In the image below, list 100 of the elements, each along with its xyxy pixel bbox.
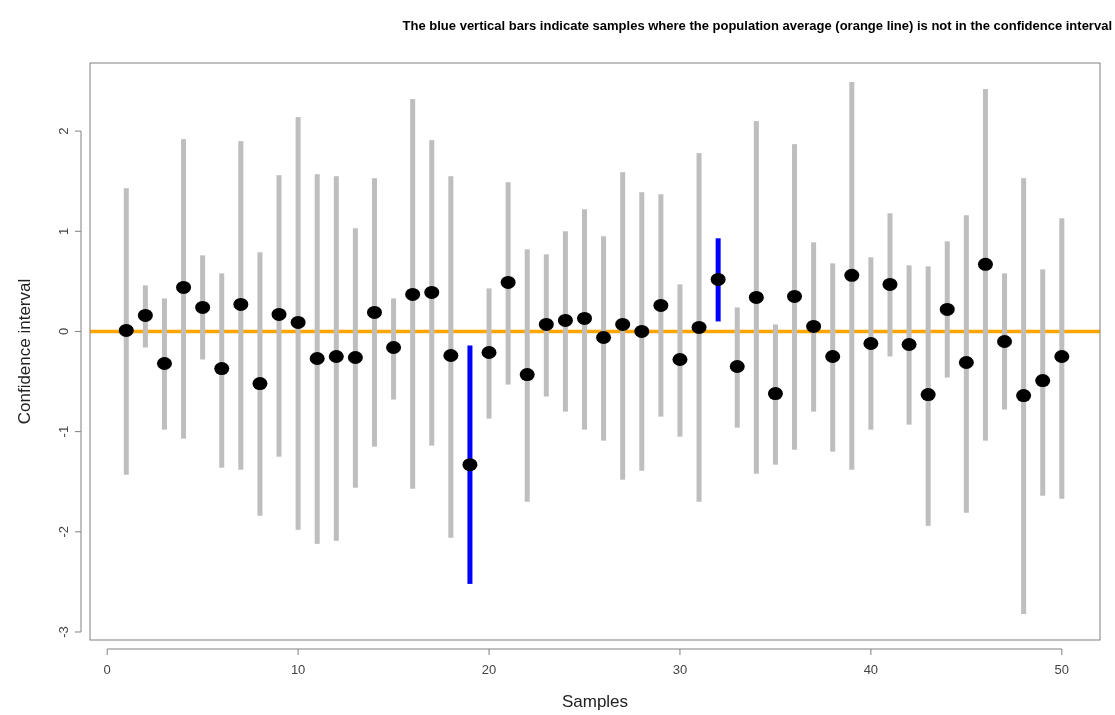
point: [958, 356, 974, 370]
x-tick-label: 0: [103, 662, 111, 677]
point: [577, 311, 592, 325]
bar: [753, 121, 759, 474]
bar: [982, 89, 988, 441]
point: [653, 298, 669, 312]
point: [252, 377, 268, 391]
point: [672, 353, 688, 367]
y-tick-label: -3: [56, 626, 71, 638]
bar: [1059, 218, 1065, 499]
point: [806, 319, 822, 333]
point: [1054, 350, 1070, 364]
bar: [276, 175, 282, 457]
point: [290, 315, 306, 329]
point: [863, 336, 879, 350]
point: [882, 277, 898, 291]
bar: [925, 266, 931, 526]
x-tick-label: 20: [481, 662, 497, 677]
y-tick-label: 0: [56, 327, 71, 336]
y-tick-label: -2: [56, 526, 71, 538]
bar: [792, 144, 798, 450]
bar: [772, 324, 778, 465]
bar: [333, 176, 339, 541]
bar: [295, 117, 301, 530]
point: [710, 272, 726, 286]
point: [233, 297, 249, 311]
bar: [505, 182, 511, 385]
point: [596, 330, 612, 344]
point: [271, 307, 287, 321]
bar: [524, 249, 530, 502]
point: [1016, 389, 1032, 403]
point: [997, 334, 1013, 348]
bar: [371, 178, 377, 447]
point: [118, 323, 134, 337]
bar: [944, 241, 950, 378]
bar: [1021, 178, 1027, 614]
point: [557, 313, 573, 327]
y-axis-title: Confidence interval: [15, 278, 34, 425]
bar: [219, 273, 225, 468]
y-tick-label: 2: [56, 127, 71, 135]
bar: [562, 231, 568, 412]
point: [405, 287, 421, 301]
bar: [1040, 269, 1046, 496]
point: [939, 302, 955, 316]
point: [156, 357, 172, 371]
point: [901, 337, 917, 351]
point: [519, 368, 535, 382]
bar: [181, 139, 187, 439]
bar: [1002, 273, 1008, 410]
bar: [601, 236, 607, 441]
point: [137, 308, 153, 322]
bar: [887, 213, 893, 357]
y-tick-label: -1: [56, 425, 71, 438]
point: [195, 300, 211, 314]
bar: [849, 82, 855, 470]
bar: [314, 174, 320, 544]
point: [214, 362, 230, 376]
bar: [830, 263, 836, 452]
point: [920, 388, 936, 402]
bar: [906, 265, 912, 425]
bar: [429, 140, 435, 446]
bar: [238, 141, 244, 470]
point: [748, 290, 764, 304]
point: [729, 360, 745, 374]
bar: [486, 288, 492, 419]
bar: [467, 345, 473, 584]
point: [462, 458, 478, 472]
x-tick-label: 40: [863, 662, 879, 677]
bar: [352, 228, 358, 488]
bar: [696, 153, 702, 502]
point: [386, 340, 402, 354]
bar: [639, 192, 645, 471]
bar: [677, 284, 683, 437]
bar: [543, 254, 549, 397]
bar: [868, 257, 874, 430]
point: [767, 387, 783, 401]
point: [825, 350, 841, 364]
x-axis-title: Samples: [561, 692, 629, 711]
point: [347, 351, 363, 365]
point: [443, 349, 459, 363]
bar: [448, 176, 454, 538]
bar: [123, 188, 129, 475]
point: [328, 350, 344, 364]
bar: [257, 252, 263, 516]
bar: [582, 209, 587, 430]
point: [481, 346, 497, 359]
point: [634, 324, 650, 338]
y-tick-label: 1: [56, 227, 71, 235]
point: [424, 285, 440, 299]
bar: [620, 172, 626, 480]
point: [615, 317, 631, 331]
point: [538, 317, 554, 331]
point: [977, 257, 993, 271]
point: [176, 280, 192, 294]
bar: [658, 194, 664, 417]
bar: [410, 99, 416, 489]
x-tick-label: 10: [290, 662, 306, 677]
point: [500, 275, 516, 289]
bar: [811, 242, 817, 412]
point: [1035, 374, 1051, 388]
